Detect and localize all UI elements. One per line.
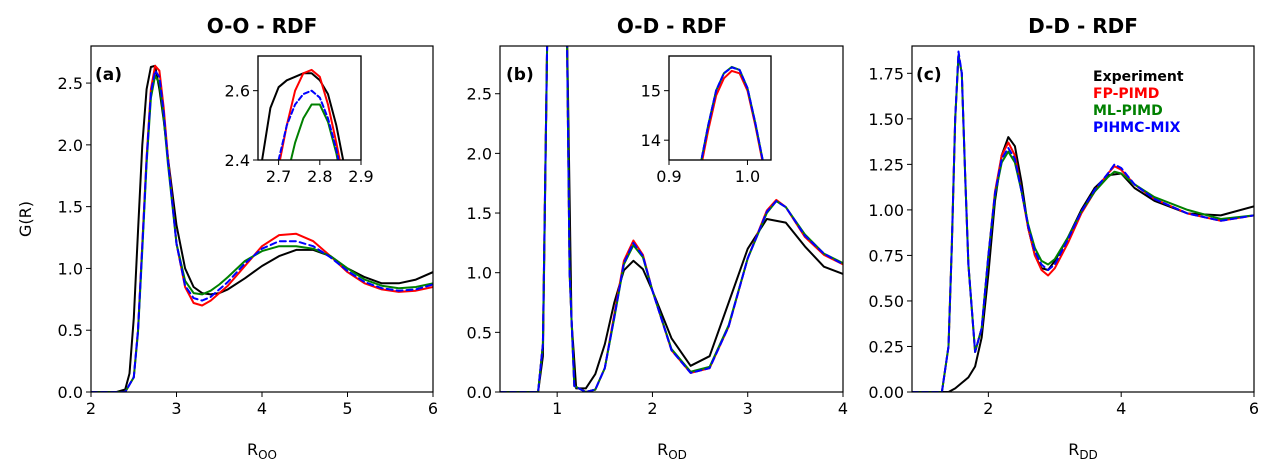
panel-a-ytick-label: 2.5 [58,74,83,93]
panel-b-xtick-label: 1 [552,399,562,418]
panel-b-inset-yticks: 14 15 [641,82,669,150]
panel-b-ytick-label: 0.0 [467,383,492,402]
panel-a-ytick-label: 2.0 [58,136,83,155]
panel-a-inset-series-fp-pimd [278,68,341,160]
panel-a-xlabel: ROO [247,440,277,462]
panel-oo-rdf: O-O - RDF 2 3 4 5 6 0.0 0.5 1.0 1.5 2.0 2.5 (a) R… [16,14,438,462]
panel-b-xtick-label: 4 [838,399,848,418]
panel-a-series [91,64,433,392]
panel-c-xtick-label: 6 [1249,399,1259,418]
legend-ml-pimd: ML-PIMD [1093,103,1163,119]
panel-b-frame [499,45,844,393]
panel-c-xlabel-main: R [1068,440,1079,459]
panel-a-yticks: 0.0 0.5 1.0 1.5 2.0 2.5 [58,74,91,402]
panel-c-ytick-label: 1.25 [868,155,904,174]
panel-a-inset-xtick-label: 2.9 [348,167,373,186]
legend: Experiment FP-PIMD ML-PIMD PIHMC-MIX [1093,69,1184,136]
panel-c-tag: (c) [916,65,942,85]
panel-b-title: O-D - RDF [617,14,727,38]
panel-b-series [500,46,843,392]
panel-a-ytick-label: 0.5 [58,321,83,340]
panel-b-ytick-label: 2.5 [467,85,492,104]
panel-c-yticks: 0.00 0.25 0.50 0.75 1.00 1.25 1.50 1.75 [868,64,912,402]
panel-b-ytick-label: 1.5 [467,204,492,223]
panel-b-ytick-label: 2.0 [467,144,492,163]
panel-a-inset-ytick-label: 2.4 [225,151,250,170]
panel-b-tag: (b) [506,65,534,85]
panel-c-xtick-label: 2 [983,399,993,418]
panel-a-inset-xticks: 2.7 2.8 2.9 [266,160,374,186]
panel-c-ytick-label: 0.25 [868,337,904,356]
panel-b-xtick-label: 3 [743,399,753,418]
panel-b-inset-ytick-label: 14 [641,131,661,150]
panel-a-inset-frame [257,55,362,161]
panel-a-inset-yticks: 2.4 2.6 [225,82,258,170]
panel-c-ytick-label: 0.00 [868,383,904,402]
panel-b-inset-bg [668,55,772,161]
panel-a-inset: 2.7 2.8 2.9 2.4 2.6 [225,55,374,186]
panel-a-xticks: 2 3 4 5 6 [86,392,438,418]
panel-c-title: D-D - RDF [1028,14,1138,38]
panel-c-xlabel: RDD [1068,440,1098,462]
panel-a-title: O-O - RDF [207,14,318,38]
panel-a-xtick-label: 4 [257,399,267,418]
panel-dd-rdf: D-D - RDF 2 4 6 0.00 0.25 0.50 0.75 1.00 1.25 1.… [868,14,1259,462]
panel-b-inset-xtick-label: 1.0 [735,167,760,186]
panel-a-xlabel-main: R [247,440,258,459]
panel-a-inset-xtick-label: 2.7 [266,167,291,186]
panel-c-ytick-label: 0.50 [868,292,904,311]
panel-b-xlabel-main: R [657,440,668,459]
panel-b-xtick-label: 2 [647,399,657,418]
panel-b-inset-xticks: 0.9 1.0 [656,160,760,186]
legend-fp-pimd: FP-PIMD [1093,86,1159,102]
panel-a-ylabel: G(R) [16,201,35,237]
panel-a-inset-series-pihmc-mix [277,89,340,160]
panel-od-rdf: O-D - RDF 1 2 3 4 0.0 0.5 1.0 1.5 2.0 2.5 (b) RO… [467,14,849,462]
panel-a-inset-xtick-label: 2.8 [307,167,332,186]
panel-c-xlabel-sub: DD [1079,448,1097,462]
legend-experiment: Experiment [1093,69,1184,85]
panel-c-ytick-label: 1.00 [868,201,904,220]
panel-a-tag: (a) [95,65,122,85]
panel-a-xtick-label: 2 [86,399,96,418]
panel-b-inset: 0.9 1.0 14 15 [641,55,772,186]
panel-a-xlabel-sub: OO [258,448,277,462]
panel-b-inset-frame [668,55,772,161]
panel-a-series-pihmc-mix [91,69,433,392]
panel-c-series-pihmc-mix [912,50,1254,392]
panel-a-ytick-label: 1.0 [58,259,83,278]
panel-b-xlabel: ROD [657,440,687,462]
panel-c-series-experiment [912,136,1254,392]
panel-b-inset-series-pihmc-mix [700,66,764,160]
panel-b-inset-series [700,65,764,160]
panel-a-inset-series [261,68,345,160]
panel-c-xticks: 2 4 6 [983,392,1259,418]
panel-b-inset-ytick-label: 15 [641,82,661,101]
panel-a-inset-ytick-label: 2.6 [225,82,250,101]
panel-a-ytick-label: 1.5 [58,198,83,217]
panel-c-frame [911,45,1255,393]
panel-c-xtick-label: 4 [1116,399,1126,418]
panel-b-series-pihmc-mix [500,46,843,392]
panel-a-xtick-label: 5 [342,399,352,418]
panel-b-ytick-label: 0.5 [467,323,492,342]
panel-b-yticks: 0.0 0.5 1.0 1.5 2.0 2.5 [467,85,500,402]
panel-c-ytick-label: 1.50 [868,110,904,129]
panel-a-ytick-label: 0.0 [58,383,83,402]
panel-c-series [912,50,1254,392]
panel-b-ytick-label: 1.0 [467,264,492,283]
legend-pihmc-mix: PIHMC-MIX [1093,120,1181,136]
panel-c-ytick-label: 0.75 [868,246,904,265]
panel-c-ytick-label: 1.75 [868,64,904,83]
panel-b-inset-xtick-label: 0.9 [656,167,681,186]
panel-b-xlabel-sub: OD [668,448,687,462]
panel-a-xtick-label: 3 [171,399,181,418]
panel-a-xtick-label: 6 [428,399,438,418]
panel-b-xticks: 1 2 3 4 [552,392,848,418]
